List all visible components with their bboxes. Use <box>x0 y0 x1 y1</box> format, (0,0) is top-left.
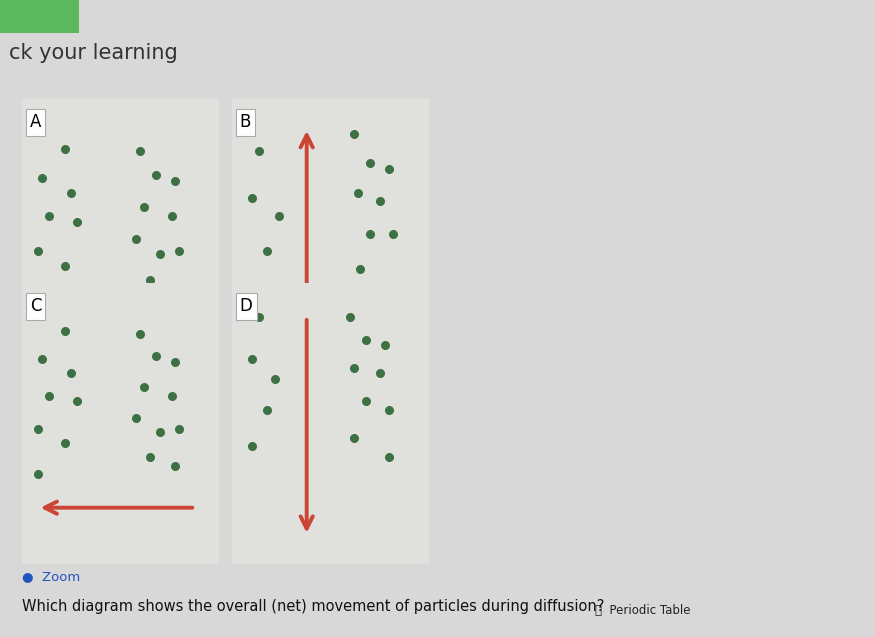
Text: A: A <box>30 113 41 131</box>
FancyBboxPatch shape <box>20 281 220 566</box>
Text: B: B <box>240 113 251 131</box>
Text: D: D <box>240 297 253 315</box>
Bar <box>0 0 79 33</box>
FancyBboxPatch shape <box>230 96 430 395</box>
Text: ●  Zoom: ● Zoom <box>22 569 80 583</box>
Text: Which diagram shows the overall (net) movement of particles during diffusion?: Which diagram shows the overall (net) mo… <box>22 599 605 614</box>
Text: ck your learning: ck your learning <box>9 43 178 62</box>
FancyBboxPatch shape <box>230 281 430 566</box>
FancyBboxPatch shape <box>20 96 220 395</box>
Text: ⧉  Periodic Table: ⧉ Periodic Table <box>595 605 691 617</box>
Text: C: C <box>30 297 41 315</box>
